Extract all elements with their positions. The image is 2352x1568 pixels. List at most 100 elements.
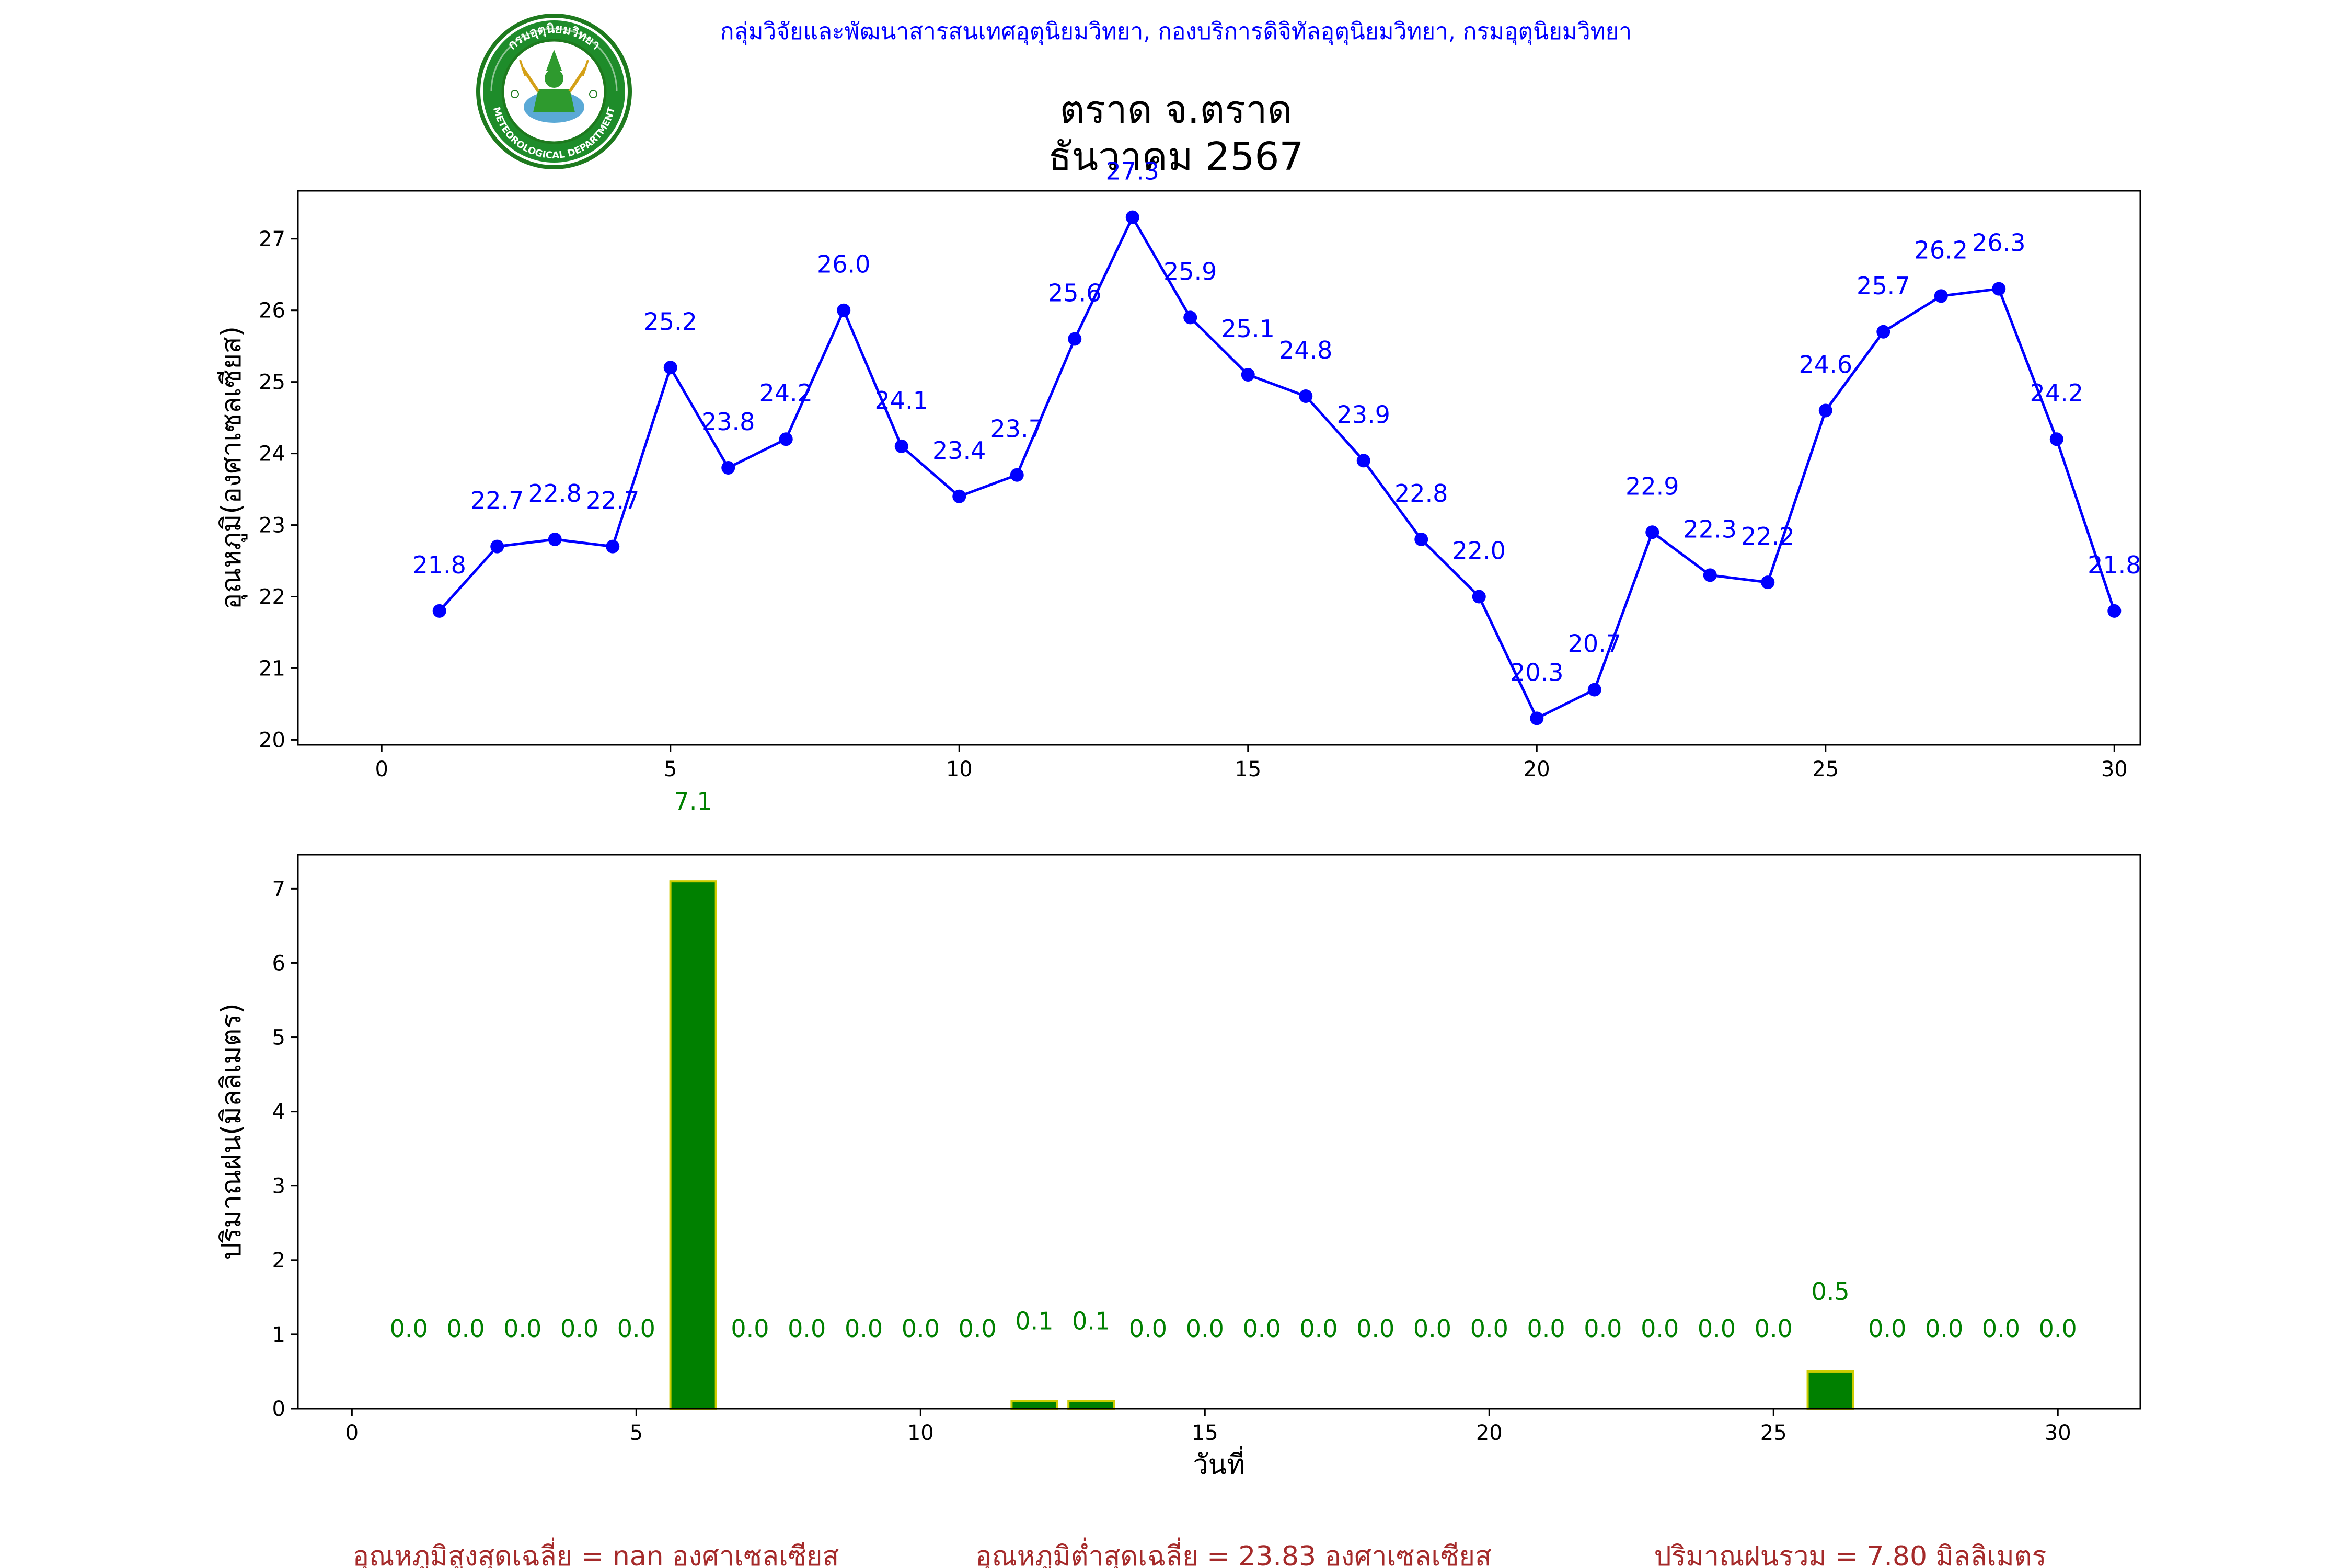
temperature-x-tick-label: 25 bbox=[1812, 757, 1839, 781]
rainfall-x-tick-label: 0 bbox=[345, 1421, 359, 1445]
temperature-point bbox=[1934, 289, 1948, 303]
temperature-y-tick-label: 21 bbox=[259, 656, 285, 681]
temperature-point bbox=[1530, 711, 1544, 725]
rainfall-data-label: 0.0 bbox=[617, 1315, 655, 1343]
rainfall-y-tick-label: 7 bbox=[272, 877, 285, 901]
rainfall-data-label: 0.0 bbox=[845, 1315, 883, 1343]
rainfall-data-label: 0.0 bbox=[1243, 1315, 1281, 1343]
temperature-data-label: 25.1 bbox=[1221, 315, 1275, 343]
rainfall-data-label: 0.0 bbox=[560, 1315, 598, 1343]
meteorological-department-seal-icon: กรมอุตุนิยมวิทยา METEOROLOGICAL DEPARTME… bbox=[476, 14, 632, 169]
temperature-data-label: 22.7 bbox=[470, 487, 524, 515]
rainfall-data-label: 0.0 bbox=[1584, 1315, 1622, 1343]
temperature-point bbox=[894, 439, 908, 453]
temperature-point bbox=[1703, 568, 1717, 582]
rainfall-y-tick-label: 2 bbox=[272, 1249, 285, 1273]
rainfall-x-tick-label: 10 bbox=[907, 1421, 934, 1445]
rainfall-data-label: 0.5 bbox=[1811, 1277, 1849, 1306]
temperature-data-label: 23.7 bbox=[990, 415, 1044, 443]
footer-avg-max-temp: อุณหภูมิสูงสุดเฉลี่ย = nan องศาเซลเซียส bbox=[353, 1537, 839, 1568]
rainfall-data-label: 0.0 bbox=[1982, 1315, 2020, 1343]
temperature-data-label: 22.3 bbox=[1684, 515, 1737, 543]
temperature-point bbox=[779, 432, 793, 446]
temperature-data-label: 23.8 bbox=[701, 408, 755, 436]
temperature-point bbox=[1472, 590, 1486, 604]
rainfall-y-tick-label: 5 bbox=[272, 1026, 285, 1050]
temperature-y-tick-label: 25 bbox=[259, 371, 285, 395]
rainfall-data-label: 0.0 bbox=[1868, 1315, 1906, 1343]
temperature-data-label: 25.9 bbox=[1163, 257, 1217, 285]
rainfall-x-tick-label: 25 bbox=[1760, 1421, 1787, 1445]
rainfall-x-tick-label: 30 bbox=[2045, 1421, 2071, 1445]
rainfall-data-label: 0.0 bbox=[1527, 1315, 1565, 1343]
temperature-point bbox=[1818, 403, 1832, 418]
temperature-x-tick-label: 0 bbox=[375, 757, 388, 781]
rainfall-data-label: 0.0 bbox=[1299, 1315, 1338, 1343]
rainfall-bar bbox=[1806, 1370, 1854, 1410]
rainfall-bar bbox=[1067, 1400, 1115, 1410]
temperature-data-label: 24.2 bbox=[2030, 379, 2083, 407]
temperature-y-tick-label: 23 bbox=[259, 514, 285, 538]
temperature-data-label: 22.8 bbox=[528, 479, 582, 508]
temperature-y-tick-label: 22 bbox=[259, 585, 285, 609]
temperature-point bbox=[1414, 532, 1428, 546]
temperature-point bbox=[721, 461, 735, 475]
rainfall-data-label: 0.0 bbox=[731, 1315, 769, 1343]
rainfall-y-tick-label: 0 bbox=[272, 1397, 285, 1421]
rainfall-y-tick-label: 6 bbox=[272, 951, 285, 975]
rainfall-x-tick-label: 20 bbox=[1476, 1421, 1503, 1445]
temperature-point bbox=[1125, 210, 1139, 224]
temperature-data-label: 24.6 bbox=[1799, 350, 1852, 378]
rainfall-bar bbox=[1010, 1400, 1058, 1410]
rainfall-data-label: 0.0 bbox=[1413, 1315, 1451, 1343]
temperature-data-label: 21.8 bbox=[413, 551, 466, 579]
rainfall-y-tick-label: 3 bbox=[272, 1174, 285, 1198]
rainfall-data-label: 0.0 bbox=[788, 1315, 826, 1343]
rainfall-data-label: 0.0 bbox=[446, 1315, 485, 1343]
rainfall-data-label: 0.0 bbox=[2039, 1315, 2077, 1343]
temperature-point bbox=[1010, 468, 1024, 482]
temperature-data-label: 25.2 bbox=[644, 307, 697, 336]
rainfall-x-tick-label: 5 bbox=[630, 1421, 643, 1445]
rainfall-data-label: 7.1 bbox=[674, 787, 712, 815]
temperature-point bbox=[1587, 683, 1601, 697]
rainfall-y-tick-label: 1 bbox=[272, 1323, 285, 1347]
rainfall-bar bbox=[669, 880, 717, 1410]
rainfall-x-axis-label: วันที่ bbox=[1193, 1446, 1244, 1481]
temperature-point bbox=[1761, 575, 1775, 590]
rainfall-data-label: 0.0 bbox=[1925, 1315, 1963, 1343]
temperature-point bbox=[2049, 432, 2063, 446]
temperature-data-label: 26.0 bbox=[817, 250, 870, 279]
temperature-point bbox=[1183, 310, 1197, 325]
temperature-data-label: 24.1 bbox=[875, 386, 928, 414]
department-line: กลุ่มวิจัยและพัฒนาสารสนเทศอุตุนิยมวิทยา,… bbox=[720, 18, 1632, 45]
temperature-point bbox=[2107, 604, 2122, 618]
temperature-data-label: 21.8 bbox=[2088, 551, 2141, 579]
rainfall-data-label: 0.0 bbox=[902, 1315, 940, 1343]
temperature-data-label: 25.6 bbox=[1048, 279, 1101, 307]
temperature-data-label: 26.3 bbox=[1972, 229, 2025, 257]
rainfall-data-label: 0.0 bbox=[1186, 1315, 1224, 1343]
rainfall-chart: 0 1 2 3 4 5 6 7 0 5 10 15 20 25 30 0.0 0.0 0.0 0.0 0.0 7.1… bbox=[216, 787, 2141, 1481]
temperature-y-tick-label: 27 bbox=[259, 227, 285, 251]
rainfall-data-label: 0.0 bbox=[1755, 1315, 1793, 1343]
temperature-data-label: 22.8 bbox=[1394, 479, 1448, 508]
temperature-point bbox=[1241, 367, 1255, 382]
rainfall-y-axis-label: ปริมาณฝน(มิลลิเมตร) bbox=[216, 1003, 247, 1260]
temperature-point bbox=[1876, 325, 1890, 339]
temperature-point bbox=[432, 604, 446, 618]
footer-avg-min-temp: อุณหภูมิต่ำสุดเฉลี่ย = 23.83 องศาเซลเซีย… bbox=[975, 1537, 1491, 1568]
temperature-series-line bbox=[438, 214, 2116, 720]
rainfall-data-label: 0.1 bbox=[1072, 1307, 1110, 1335]
temperature-point bbox=[663, 361, 677, 375]
temperature-point bbox=[837, 303, 851, 317]
temperature-y-tick-label: 20 bbox=[259, 728, 285, 752]
temperature-point bbox=[1299, 389, 1313, 403]
temperature-data-label: 24.8 bbox=[1279, 336, 1332, 364]
rainfall-x-tick-label: 15 bbox=[1192, 1421, 1218, 1445]
rainfall-data-label: 0.1 bbox=[1015, 1307, 1053, 1335]
footer-total-rain: ปริมาณฝนรวม = 7.80 มิลลิเมตร bbox=[1654, 1541, 2047, 1568]
rainfall-data-label: 0.0 bbox=[503, 1315, 541, 1343]
rainfall-data-label: 0.0 bbox=[1698, 1315, 1736, 1343]
